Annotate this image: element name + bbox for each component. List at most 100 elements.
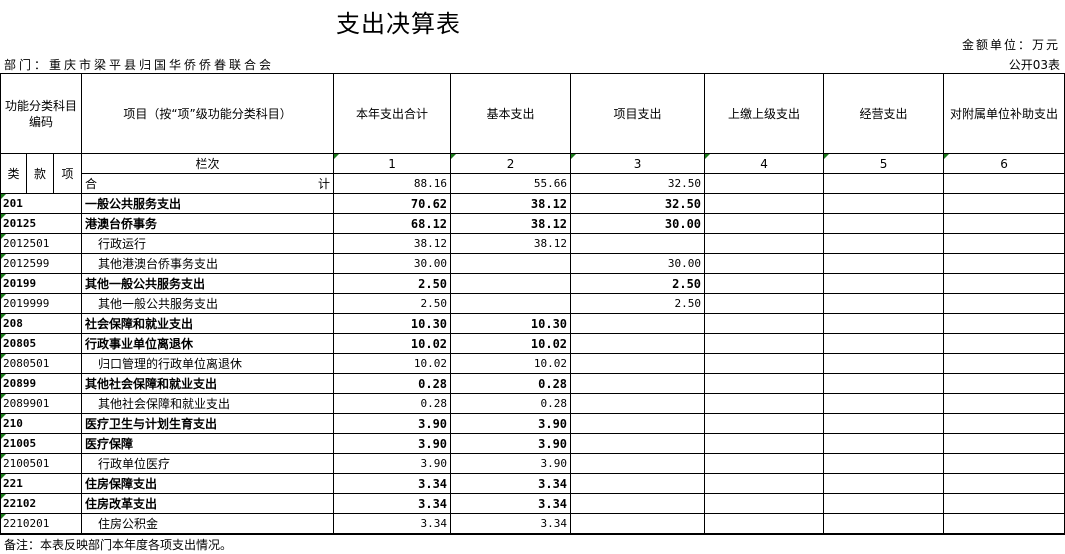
row-value (943, 433, 1065, 454)
row-value: 2.50 (570, 293, 706, 314)
row-value: 3.90 (450, 453, 572, 474)
row-value (823, 493, 945, 514)
row-value: 68.12 (333, 213, 452, 234)
row-code: 2012501 (0, 233, 83, 254)
row-value: 3.34 (450, 513, 572, 534)
table-bottom-border (0, 533, 1065, 535)
total-value (823, 173, 945, 194)
row-value (943, 413, 1065, 434)
row-value (570, 453, 706, 474)
table-row: 210 医疗卫生与计划生育支出 3.90 3.90 (0, 413, 1065, 434)
row-value: 32.50 (570, 193, 706, 214)
row-value (943, 473, 1065, 494)
row-value: 38.12 (450, 193, 572, 214)
row-value (943, 513, 1065, 534)
expenditure-table: 功能分类科目编码 项目（按“项”级功能分类科目） 本年支出合计 基本支出 项目支… (0, 73, 1065, 534)
row-value (823, 413, 945, 434)
row-code: 201 (0, 193, 83, 214)
row-value (943, 273, 1065, 294)
table-number: 公开03表 (1008, 58, 1060, 72)
row-value: 70.62 (333, 193, 452, 214)
row-value (704, 313, 825, 334)
table-row: 221 住房保障支出 3.34 3.34 (0, 473, 1065, 494)
row-value (570, 373, 706, 394)
row-code: 2210201 (0, 513, 83, 534)
row-value (943, 453, 1065, 474)
row-value: 3.90 (333, 453, 452, 474)
col-num: 3 (570, 153, 706, 174)
row-value (943, 313, 1065, 334)
row-value: 10.02 (450, 333, 572, 354)
header-business: 经营支出 (823, 73, 945, 154)
row-value: 10.02 (450, 353, 572, 374)
header-subsidy: 对附属单位补助支出 (943, 73, 1065, 154)
row-value: 3.90 (450, 413, 572, 434)
row-value (570, 353, 706, 374)
row-name: 其他社会保障和就业支出 (81, 373, 335, 394)
table-row: 2012501 行政运行 38.12 38.12 (0, 233, 1065, 254)
kuan-label: 款 (26, 153, 54, 194)
total-value (943, 173, 1065, 194)
row-value (570, 493, 706, 514)
row-value: 30.00 (570, 253, 706, 274)
header-upper: 上缴上级支出 (704, 73, 825, 154)
row-code: 221 (0, 473, 83, 494)
row-value: 3.90 (333, 433, 452, 454)
row-value (823, 333, 945, 354)
total-value (704, 173, 825, 194)
row-value (943, 353, 1065, 374)
row-value: 30.00 (333, 253, 452, 274)
row-value (943, 213, 1065, 234)
row-value (704, 453, 825, 474)
row-value (823, 373, 945, 394)
row-name: 其他社会保障和就业支出 (81, 393, 335, 414)
total-value: 55.66 (450, 173, 572, 194)
row-value: 3.90 (450, 433, 572, 454)
row-name: 行政运行 (81, 233, 335, 254)
row-value (943, 393, 1065, 414)
row-value (943, 373, 1065, 394)
row-value (823, 433, 945, 454)
row-code: 2089901 (0, 393, 83, 414)
row-value (704, 213, 825, 234)
department-label: 部门：重庆市梁平县归国华侨侨眷联合会 (4, 58, 275, 72)
table-row: 21005 医疗保障 3.90 3.90 (0, 433, 1065, 454)
table-row: 20805 行政事业单位离退休 10.02 10.02 (0, 333, 1065, 354)
table-row: 20125 港澳台侨事务 68.12 38.12 30.00 (0, 213, 1065, 234)
row-value: 10.02 (333, 353, 452, 374)
row-value (704, 473, 825, 494)
row-value (570, 313, 706, 334)
row-value (704, 253, 825, 274)
row-value (570, 413, 706, 434)
row-value: 10.02 (333, 333, 452, 354)
row-value: 0.28 (333, 393, 452, 414)
total-row: 合计 88.16 55.66 32.50 (1, 173, 1065, 194)
row-value: 2.50 (333, 273, 452, 294)
row-value: 3.34 (333, 493, 452, 514)
row-name: 归口管理的行政单位离退休 (81, 353, 335, 374)
row-value (823, 293, 945, 314)
row-value: 10.30 (450, 313, 572, 334)
row-value (823, 513, 945, 534)
lanci-label: 栏次 (81, 153, 335, 174)
row-value (450, 253, 572, 274)
table-row: 2100501 行政单位医疗 3.90 3.90 (0, 453, 1065, 474)
row-value (823, 473, 945, 494)
table-row: 22102 住房改革支出 3.34 3.34 (0, 493, 1065, 514)
total-value: 32.50 (570, 173, 706, 194)
col-num: 6 (943, 153, 1065, 174)
header-code: 功能分类科目编码 (0, 73, 83, 154)
row-value: 2.50 (333, 293, 452, 314)
table-row: 208 社会保障和就业支出 10.30 10.30 (0, 313, 1065, 334)
table-row: 2019999 其他一般公共服务支出 2.50 2.50 (0, 293, 1065, 314)
row-value: 0.28 (450, 373, 572, 394)
row-value: 38.12 (450, 213, 572, 234)
row-value: 2.50 (570, 273, 706, 294)
table-row: 2080501 归口管理的行政单位离退休 10.02 10.02 (0, 353, 1065, 374)
row-value (823, 213, 945, 234)
xiang-label: 项 (52, 153, 83, 194)
table-row: 20199 其他一般公共服务支出 2.50 2.50 (0, 273, 1065, 294)
row-code: 20899 (0, 373, 83, 394)
row-value: 0.28 (333, 373, 452, 394)
row-value (823, 193, 945, 214)
